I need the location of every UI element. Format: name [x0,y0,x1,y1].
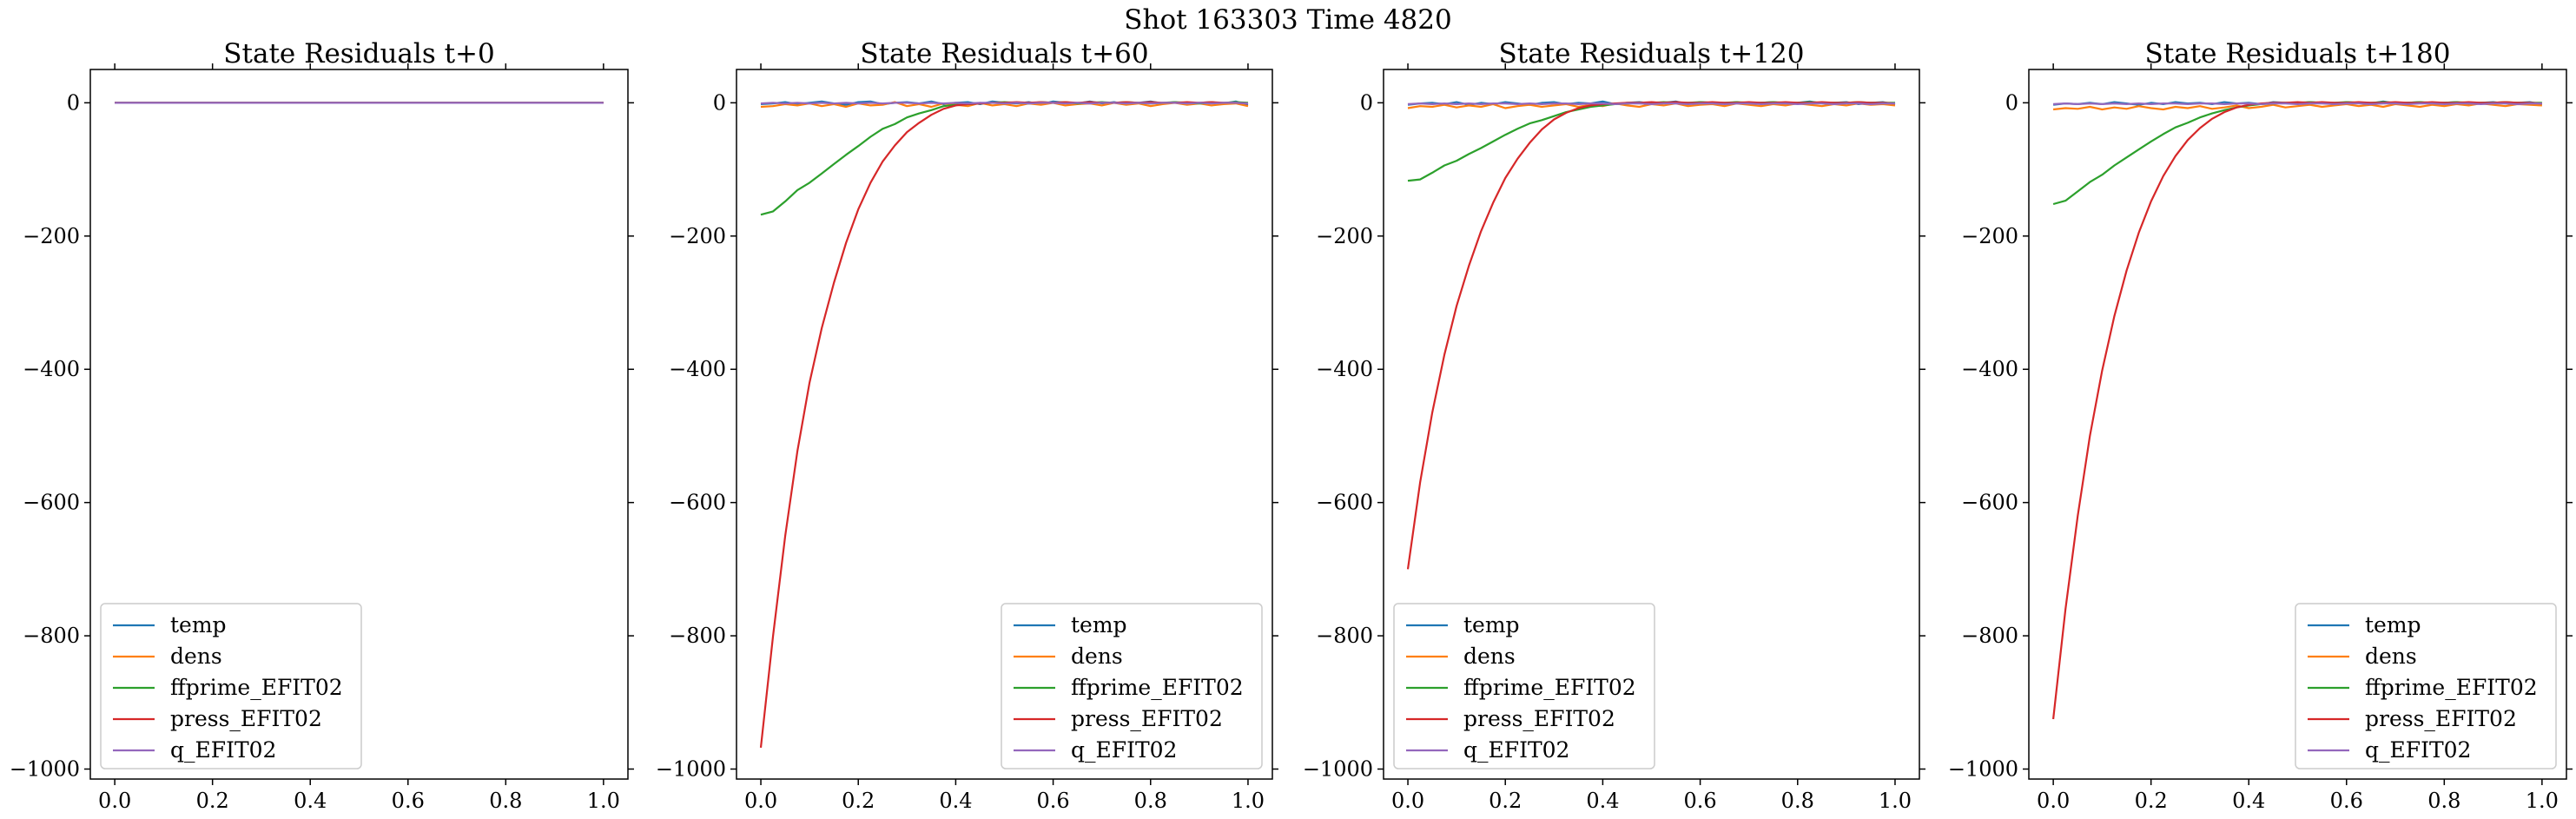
chart-panel-3: 0.0 0.2 0.4 0.6 0.8 1.0 0 −200 −400 −600 −800 −1000… [1948,38,2573,813]
legend-label-temp: temp [2365,612,2421,637]
x-tick-label: 0.4 [939,789,972,813]
y-tick-label: −800 [669,624,726,648]
legend: temp dens ffprime_EFIT02 press_EFIT02 q_EFIT… [100,603,362,769]
plot-frame [89,69,629,780]
legend-label-dens: dens [170,644,222,669]
x-tick-label: 0.6 [392,789,425,813]
y-tick-label: −400 [23,357,80,381]
y-tick-label: −200 [1316,224,1373,248]
series-line-q_EFIT02 [2053,102,2542,106]
legend-label-press_EFIT02: press_EFIT02 [2365,706,2517,731]
x-tick-label: 0.4 [294,789,327,813]
legend-label-q_EFIT02: q_EFIT02 [170,737,276,763]
x-tick-label: 0.2 [196,789,229,813]
x-tick-label: 1.0 [587,789,620,813]
y-tick-label: −200 [669,224,726,248]
y-tick-label: −600 [23,491,80,515]
legend-label-temp: temp [1463,612,1520,637]
plot-frame [736,69,1273,780]
legend-label-dens: dens [1463,644,1516,669]
y-tick-label: −1000 [1303,756,1373,781]
y-tick-label: −800 [1316,624,1373,648]
legend: temp dens ffprime_EFIT02 press_EFIT02 q_EFIT… [1001,603,1263,769]
y-tick-label: −400 [1961,357,2018,381]
x-tick-label: 0.2 [842,789,875,813]
chart-title: State Residuals t+60 [860,38,1148,69]
legend-label-temp: temp [1071,612,1127,637]
chart-title: State Residuals t+180 [2145,38,2451,69]
x-tick-label: 1.0 [2526,789,2559,813]
x-tick-label: 0.8 [1781,789,1814,813]
plot-frame [1383,69,1920,780]
y-tick-label: −200 [1961,224,2018,248]
legend-label-q_EFIT02: q_EFIT02 [2365,737,2471,763]
y-tick-label: −600 [669,491,726,515]
x-tick-label: 0.4 [1586,789,1619,813]
y-tick-label: −600 [1316,491,1373,515]
x-tick-label: 0.2 [1489,789,1522,813]
chart-panel-1: 0.0 0.2 0.4 0.6 0.8 1.0 0 −200 −400 −600 −800 −1000… [656,38,1278,813]
x-tick-label: 1.0 [1879,789,1912,813]
legend-label-temp: temp [170,612,227,637]
legend: temp dens ffprime_EFIT02 press_EFIT02 q_EFIT… [2295,603,2557,769]
y-tick-label: 0 [2005,90,2018,115]
chart-title: State Residuals t+0 [223,38,494,69]
series-line-q_EFIT02 [760,102,1249,105]
x-tick-label: 0.6 [1684,789,1717,813]
legend-label-ffprime_EFIT02: ffprime_EFIT02 [1071,675,1244,700]
y-tick-label: −800 [1961,624,2018,648]
legend-label-press_EFIT02: press_EFIT02 [1071,706,1223,731]
legend: temp dens ffprime_EFIT02 press_EFIT02 q_EFIT… [1393,603,1655,769]
legend-label-ffprime_EFIT02: ffprime_EFIT02 [170,675,343,700]
legend-box [1001,603,1263,769]
y-tick-label: −1000 [656,756,726,781]
x-tick-label: 0.8 [489,789,522,813]
legend-label-ffprime_EFIT02: ffprime_EFIT02 [1463,675,1636,700]
series-line-q_EFIT02 [1407,102,1895,106]
y-tick-label: 0 [67,90,80,115]
y-tick-label: −600 [1961,491,2018,515]
legend-label-q_EFIT02: q_EFIT02 [1463,737,1569,763]
legend-label-q_EFIT02: q_EFIT02 [1071,737,1177,763]
legend-label-ffprime_EFIT02: ffprime_EFIT02 [2365,675,2538,700]
chart-panel-2: 0.0 0.2 0.4 0.6 0.8 1.0 0 −200 −400 −600 −800 −1000… [1303,38,1925,813]
x-tick-label: 0.2 [2135,789,2168,813]
y-tick-label: −1000 [1948,756,2018,781]
legend-label-dens: dens [1071,644,1123,669]
x-tick-label: 1.0 [1232,789,1265,813]
x-tick-label: 0.4 [2232,789,2265,813]
legend-label-dens: dens [2365,644,2417,669]
y-tick-label: 0 [713,90,726,115]
figure-suptitle: Shot 163303 Time 4820 [1124,4,1451,36]
plot-frame [2028,69,2567,780]
y-tick-label: 0 [1360,90,1373,115]
x-tick-label: 0.8 [1134,789,1167,813]
legend-label-press_EFIT02: press_EFIT02 [170,706,322,731]
y-tick-label: −1000 [10,756,80,781]
y-tick-label: −200 [23,224,80,248]
y-tick-label: −800 [23,624,80,648]
x-tick-label: 0.0 [2037,789,2070,813]
legend-label-press_EFIT02: press_EFIT02 [1463,706,1615,731]
x-tick-label: 0.6 [1037,789,1070,813]
x-tick-label: 0.6 [2330,789,2363,813]
x-tick-label: 0.0 [744,789,777,813]
chart-panel-0: 0.0 0.2 0.4 0.6 0.8 1.0 0 −200 −400 −600 −800 −1000… [10,38,634,813]
x-tick-label: 0.0 [1391,789,1424,813]
y-tick-label: −400 [669,357,726,381]
series-line-dens [2052,102,2542,111]
legend-box [100,603,362,769]
y-tick-label: −400 [1316,357,1373,381]
x-tick-label: 0.8 [2427,789,2460,813]
chart-title: State Residuals t+120 [1499,38,1805,69]
legend-box [1393,603,1655,769]
x-tick-label: 0.0 [98,789,131,813]
legend-box [2295,603,2557,769]
